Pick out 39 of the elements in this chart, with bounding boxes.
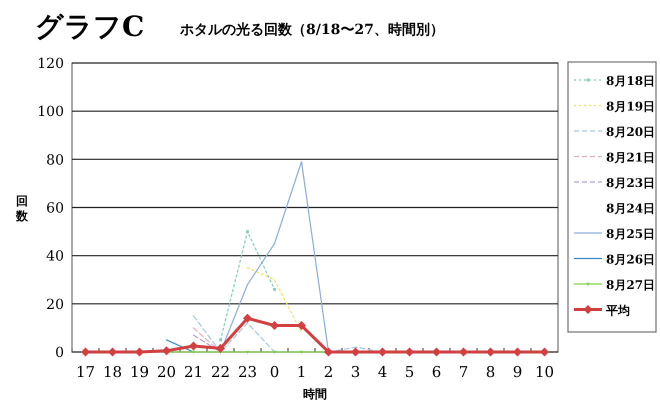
x-tick-label: 21: [184, 363, 204, 381]
text: 8月24日: [606, 202, 656, 216]
y-tick-label: 80: [46, 152, 64, 168]
y-tick-label: 20: [46, 296, 64, 313]
legend-label: 8月19日: [606, 100, 656, 114]
x-tick-label: 2: [324, 363, 334, 381]
legend-label: 8月26日: [606, 252, 656, 266]
x-tick-label: 9: [512, 363, 522, 381]
legend-label: 8月21日: [606, 150, 656, 164]
x-tick-label: 5: [404, 363, 414, 381]
chart-title: グラフC: [35, 10, 144, 43]
x-tick-label: 3: [350, 363, 360, 381]
legend-label: 8月23日: [606, 176, 656, 190]
x-tick-label: 7: [458, 363, 468, 381]
legend-label: 8月20日: [606, 125, 656, 139]
x-tick-label: 4: [378, 363, 388, 381]
y-tick-label: 40: [46, 248, 64, 265]
x-axis-title: 時間: [303, 387, 327, 401]
x-tick-label: 6: [432, 363, 442, 381]
x-tick-label: 20: [156, 363, 176, 381]
y-axis-title: 回数: [15, 194, 29, 223]
legend-label: 8月27日: [606, 278, 656, 292]
x-tick-label: 17: [76, 363, 96, 381]
y-tick-label: 100: [37, 104, 64, 120]
chart-subtitle: ホタルの光る回数（8/18〜27、時間別）: [179, 22, 444, 38]
x-tick-label: 0: [270, 363, 280, 381]
legend-label: 平均: [605, 304, 630, 318]
y-tick-label: 120: [37, 56, 64, 72]
x-tick-label: 10: [534, 363, 554, 381]
x-tick-label: 8: [486, 363, 496, 381]
x-tick-label: 22: [210, 363, 230, 381]
x-tick-label: 18: [102, 363, 122, 381]
x-tick-label: 23: [238, 363, 258, 381]
legend-label: 8月25日: [606, 227, 656, 241]
y-tick-label: 0: [55, 345, 64, 361]
x-tick-label: 1: [296, 363, 306, 381]
y-tick-label: 60: [46, 200, 64, 216]
x-tick-label: 19: [130, 363, 150, 381]
legend-label: 8月18日: [606, 74, 656, 88]
